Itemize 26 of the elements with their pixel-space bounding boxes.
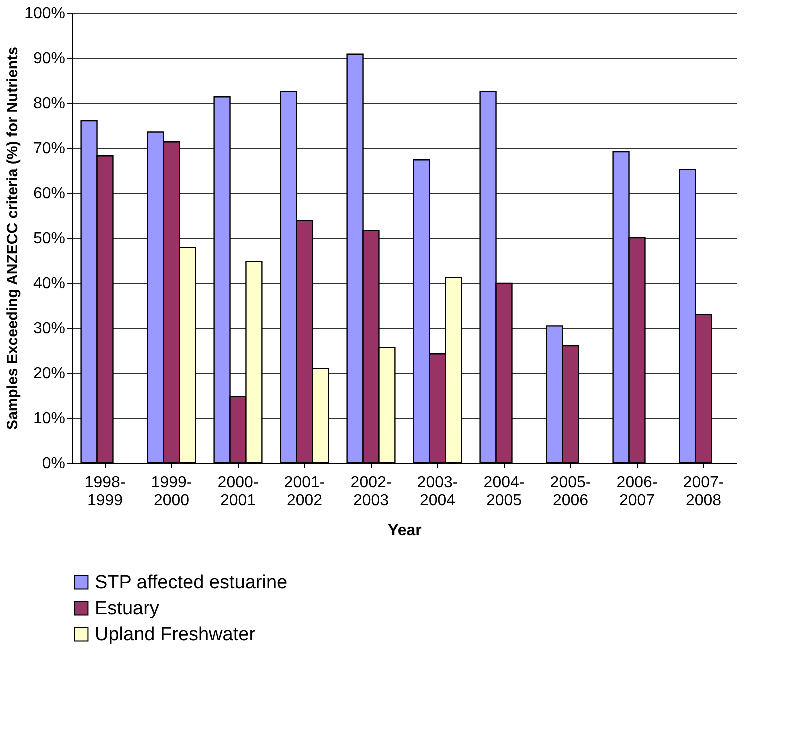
y-tick-label: 90%	[33, 50, 66, 68]
y-tick-label: 100%	[24, 6, 66, 22]
y-tick-label: 30%	[33, 320, 66, 338]
y-tick-label: 50%	[33, 230, 66, 248]
y-tick-label: 80%	[33, 96, 66, 112]
y-axis-title: Samples Exceeding ANZECC criteria (%) for Nutrients	[4, 47, 22, 430]
y-tick-label: 70%	[33, 140, 66, 158]
y-tick-label: 0%	[42, 456, 66, 472]
x-axis-title: Year	[388, 522, 422, 540]
x-tick-label: 2005-2006	[550, 474, 592, 510]
x-tick-label: 2004-2005	[484, 474, 525, 510]
y-tick-label: 40%	[33, 276, 66, 292]
legend-label: STP affected estuarine	[95, 572, 288, 594]
x-tick-label: 2007-2008	[683, 474, 724, 510]
x-tick-label: 2000-2001	[218, 474, 259, 510]
x-tick-label: 2003-2004	[417, 474, 458, 510]
x-tick-label: 2002-2003	[350, 474, 392, 510]
x-tick-label: 2006-2007	[616, 474, 658, 510]
x-tick-label: 2001-2002	[284, 474, 326, 510]
legend-label: Upland Freshwater	[95, 624, 256, 646]
x-tick-label: 1999-2000	[151, 474, 192, 510]
y-tick-label: 10%	[33, 410, 66, 428]
y-tick-label: 60%	[33, 186, 66, 202]
y-tick-label: 20%	[33, 366, 66, 382]
legend-label: Estuary	[95, 598, 160, 620]
x-tick-label: 1998-1999	[84, 474, 126, 510]
